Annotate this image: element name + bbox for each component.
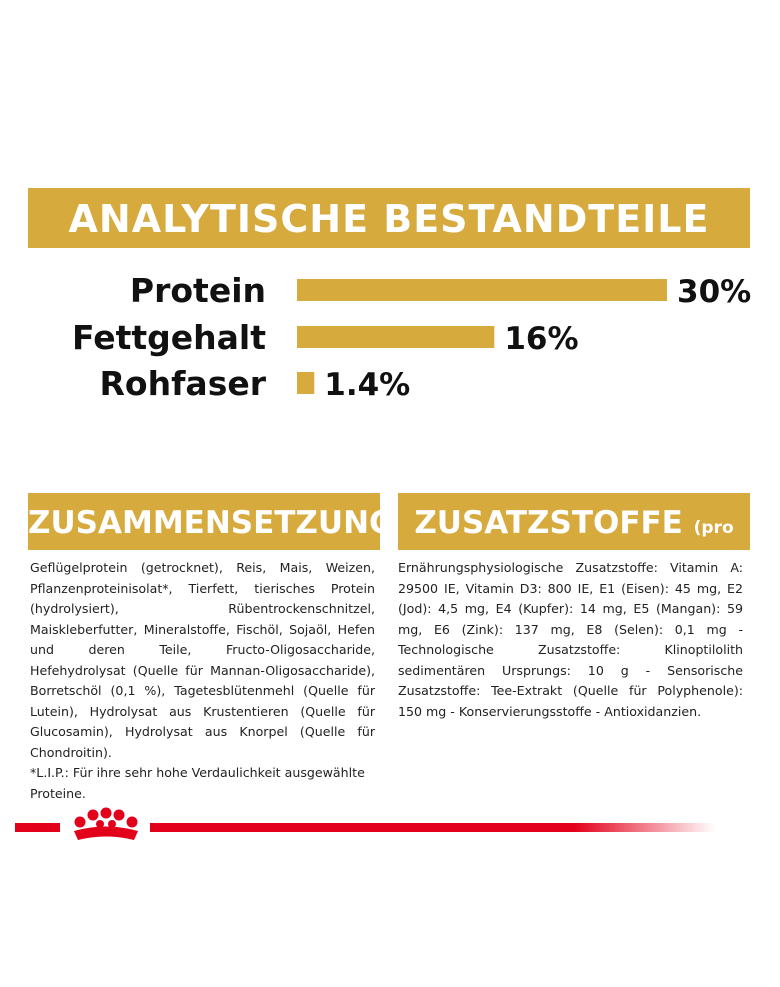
value-label: 16% <box>504 321 578 357</box>
composition-note: *L.I.P.: Für ihre sehr hohe Verdaulichke… <box>30 765 365 801</box>
red-line <box>150 823 715 832</box>
row-label: Fettgehalt <box>72 318 266 357</box>
bar <box>297 326 495 348</box>
additives-subtitle: (pro kg) <box>558 518 734 603</box>
red-line <box>15 823 60 832</box>
value-label: 1.4% <box>324 367 410 403</box>
composition-text: Geflügelprotein (getrocknet), Reis, Mais… <box>30 560 375 760</box>
section-title: ANALYTISCHE BESTANDTEILE <box>28 188 750 248</box>
bar <box>297 372 315 394</box>
brand-strip <box>15 807 715 840</box>
box-title: ZUSATZSTOFFE (pro kg) <box>398 493 750 603</box>
box-title: ZUSAMMENSETZUNG <box>28 493 394 550</box>
crown-logo <box>74 807 138 840</box>
row-label: Protein <box>130 271 266 310</box>
additives-title: ZUSATZSTOFFE <box>414 505 683 541</box>
value-label: 30% <box>677 274 751 310</box>
bar-chart: Protein 30% Fettgehalt 16% Rohfaser 1.4% <box>72 271 751 403</box>
additives-text: Ernährungsphysiologische Zusatzstoffe: V… <box>398 560 743 719</box>
bar <box>297 279 667 301</box>
row-label: Rohfaser <box>100 364 267 403</box>
box-text: Geflügelprotein (getrocknet), Reis, Mais… <box>30 558 375 804</box>
box-text: Ernährungsphysiologische Zusatzstoffe: V… <box>398 558 743 722</box>
